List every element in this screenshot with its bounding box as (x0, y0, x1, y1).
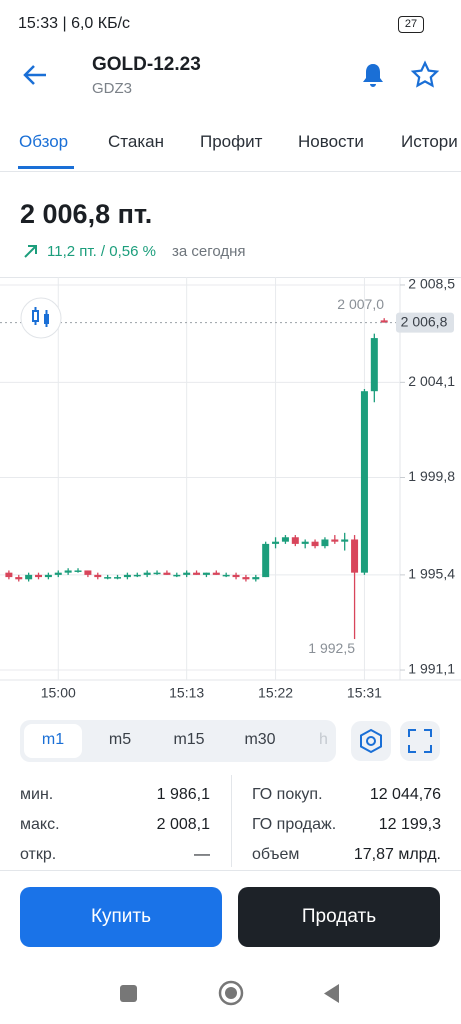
stat-value: — (194, 846, 210, 863)
stat-label: макс. (20, 816, 60, 833)
chart-type-button[interactable] (20, 297, 62, 339)
stat-label: объем (252, 846, 300, 863)
y-tick-label: 1 999,8 (408, 468, 455, 484)
candle-body (5, 572, 13, 578)
candle-body (252, 577, 260, 580)
candle-body (153, 572, 161, 575)
y-tick-label: 2 008,5 (408, 277, 455, 292)
stats-divider (231, 775, 232, 867)
divider (0, 171, 461, 172)
y-tick-label: 2 004,1 (408, 373, 455, 389)
timeframe[interactable]: m5 (108, 731, 132, 748)
stat-value: 12 044,76 (369, 786, 441, 803)
candle-body (281, 537, 289, 542)
bell-button[interactable] (358, 60, 388, 90)
candle-body (133, 574, 141, 577)
candle-body (360, 391, 368, 573)
buy-button[interactable]: Купить (20, 887, 222, 947)
candle-body (222, 574, 230, 577)
candle-body (321, 539, 329, 547)
stat-label: откр. (20, 846, 57, 863)
candlestick-chart: 2 008,5 2 004,1 1 999,8 1 995,4 1 991,1 15:00… (0, 277, 461, 701)
back-button[interactable] (20, 60, 50, 90)
candle-body (114, 577, 122, 579)
candle-body (291, 537, 299, 544)
candle-body (94, 574, 102, 578)
stat-label: ГО продаж. (252, 816, 337, 833)
candle-body (104, 577, 112, 579)
candle-body (212, 572, 220, 575)
candle-body (370, 338, 378, 392)
tab-indicator (18, 166, 74, 169)
timeframe[interactable]: m1 (41, 731, 65, 748)
candle-body (163, 572, 171, 575)
indicators-button[interactable] (350, 720, 392, 762)
up-arrow (24, 245, 37, 258)
timeframe[interactable]: m30 (244, 731, 276, 748)
candle-body (331, 539, 339, 542)
y-tick-label: 1 995,4 (408, 566, 455, 582)
status-time: 15:33 | 6,0 КБ/с (18, 15, 131, 32)
candle-body (84, 570, 92, 575)
tab[interactable]: Истори (401, 132, 458, 151)
x-tick-label: 15:31 (347, 685, 382, 701)
change-period: за сегодня (172, 243, 246, 260)
instrument-title: GOLD-12.23 (92, 54, 201, 75)
stat-value: 17,87 млрд. (353, 846, 441, 863)
candle-body (25, 574, 33, 580)
stat-value: 2 008,1 (156, 816, 210, 833)
candle-body (242, 577, 250, 580)
current-price-badge (396, 312, 454, 333)
fullscreen-button[interactable] (399, 720, 441, 762)
favorite-button[interactable] (410, 60, 440, 90)
stat-label: мин. (20, 786, 54, 803)
price-change: 11,2 пт. / 0,56 % (47, 243, 156, 260)
x-tick-label: 15:22 (258, 685, 293, 701)
tab[interactable]: Стакан (108, 132, 164, 151)
candle-body (341, 539, 349, 542)
current-price-label: 2 006,8 (401, 313, 448, 329)
sell-button[interactable]: Продать (238, 887, 440, 947)
max-label: 2 007,0 (337, 296, 384, 312)
candle-body (380, 320, 388, 323)
candle-body (35, 574, 43, 578)
candle-body (193, 572, 201, 575)
candle-body (262, 543, 270, 578)
candle-body (272, 541, 280, 544)
tab[interactable]: Профит (200, 132, 263, 151)
candle-body (15, 577, 23, 580)
candle-body (74, 570, 82, 572)
candle-body (123, 574, 131, 578)
candle-body (301, 541, 309, 544)
min-label: 1 992,5 (308, 640, 355, 656)
divider (0, 870, 461, 871)
timeframe[interactable]: m15 (173, 731, 205, 748)
price: 2 006,8 пт. (20, 199, 153, 229)
tab[interactable]: Новости (298, 132, 364, 151)
candle-body (232, 574, 240, 578)
x-tick-label: 15:00 (41, 685, 76, 701)
stat-value: 12 199,3 (378, 816, 441, 833)
timeframe[interactable]: h1 (319, 731, 329, 748)
candle-body (202, 572, 210, 575)
candle-body (44, 574, 52, 578)
stat-label: ГО покуп. (252, 786, 323, 803)
instrument-ticker: GDZ3 (92, 80, 133, 97)
stat-value: 1 986,1 (156, 786, 210, 803)
candle-body (54, 572, 62, 575)
candle-body (64, 570, 72, 573)
x-tick-label: 15:13 (169, 685, 204, 701)
y-tick-label: 1 991,1 (408, 661, 455, 677)
nav-bar (120, 980, 339, 1006)
candle-body (311, 541, 319, 547)
battery: 27 (398, 16, 424, 33)
tab[interactable]: Обзор (19, 132, 69, 151)
candle-body (183, 572, 191, 575)
candle-body (143, 572, 151, 575)
timeframe-active (24, 724, 82, 758)
candle-body (351, 539, 359, 573)
candle-body (173, 574, 181, 577)
